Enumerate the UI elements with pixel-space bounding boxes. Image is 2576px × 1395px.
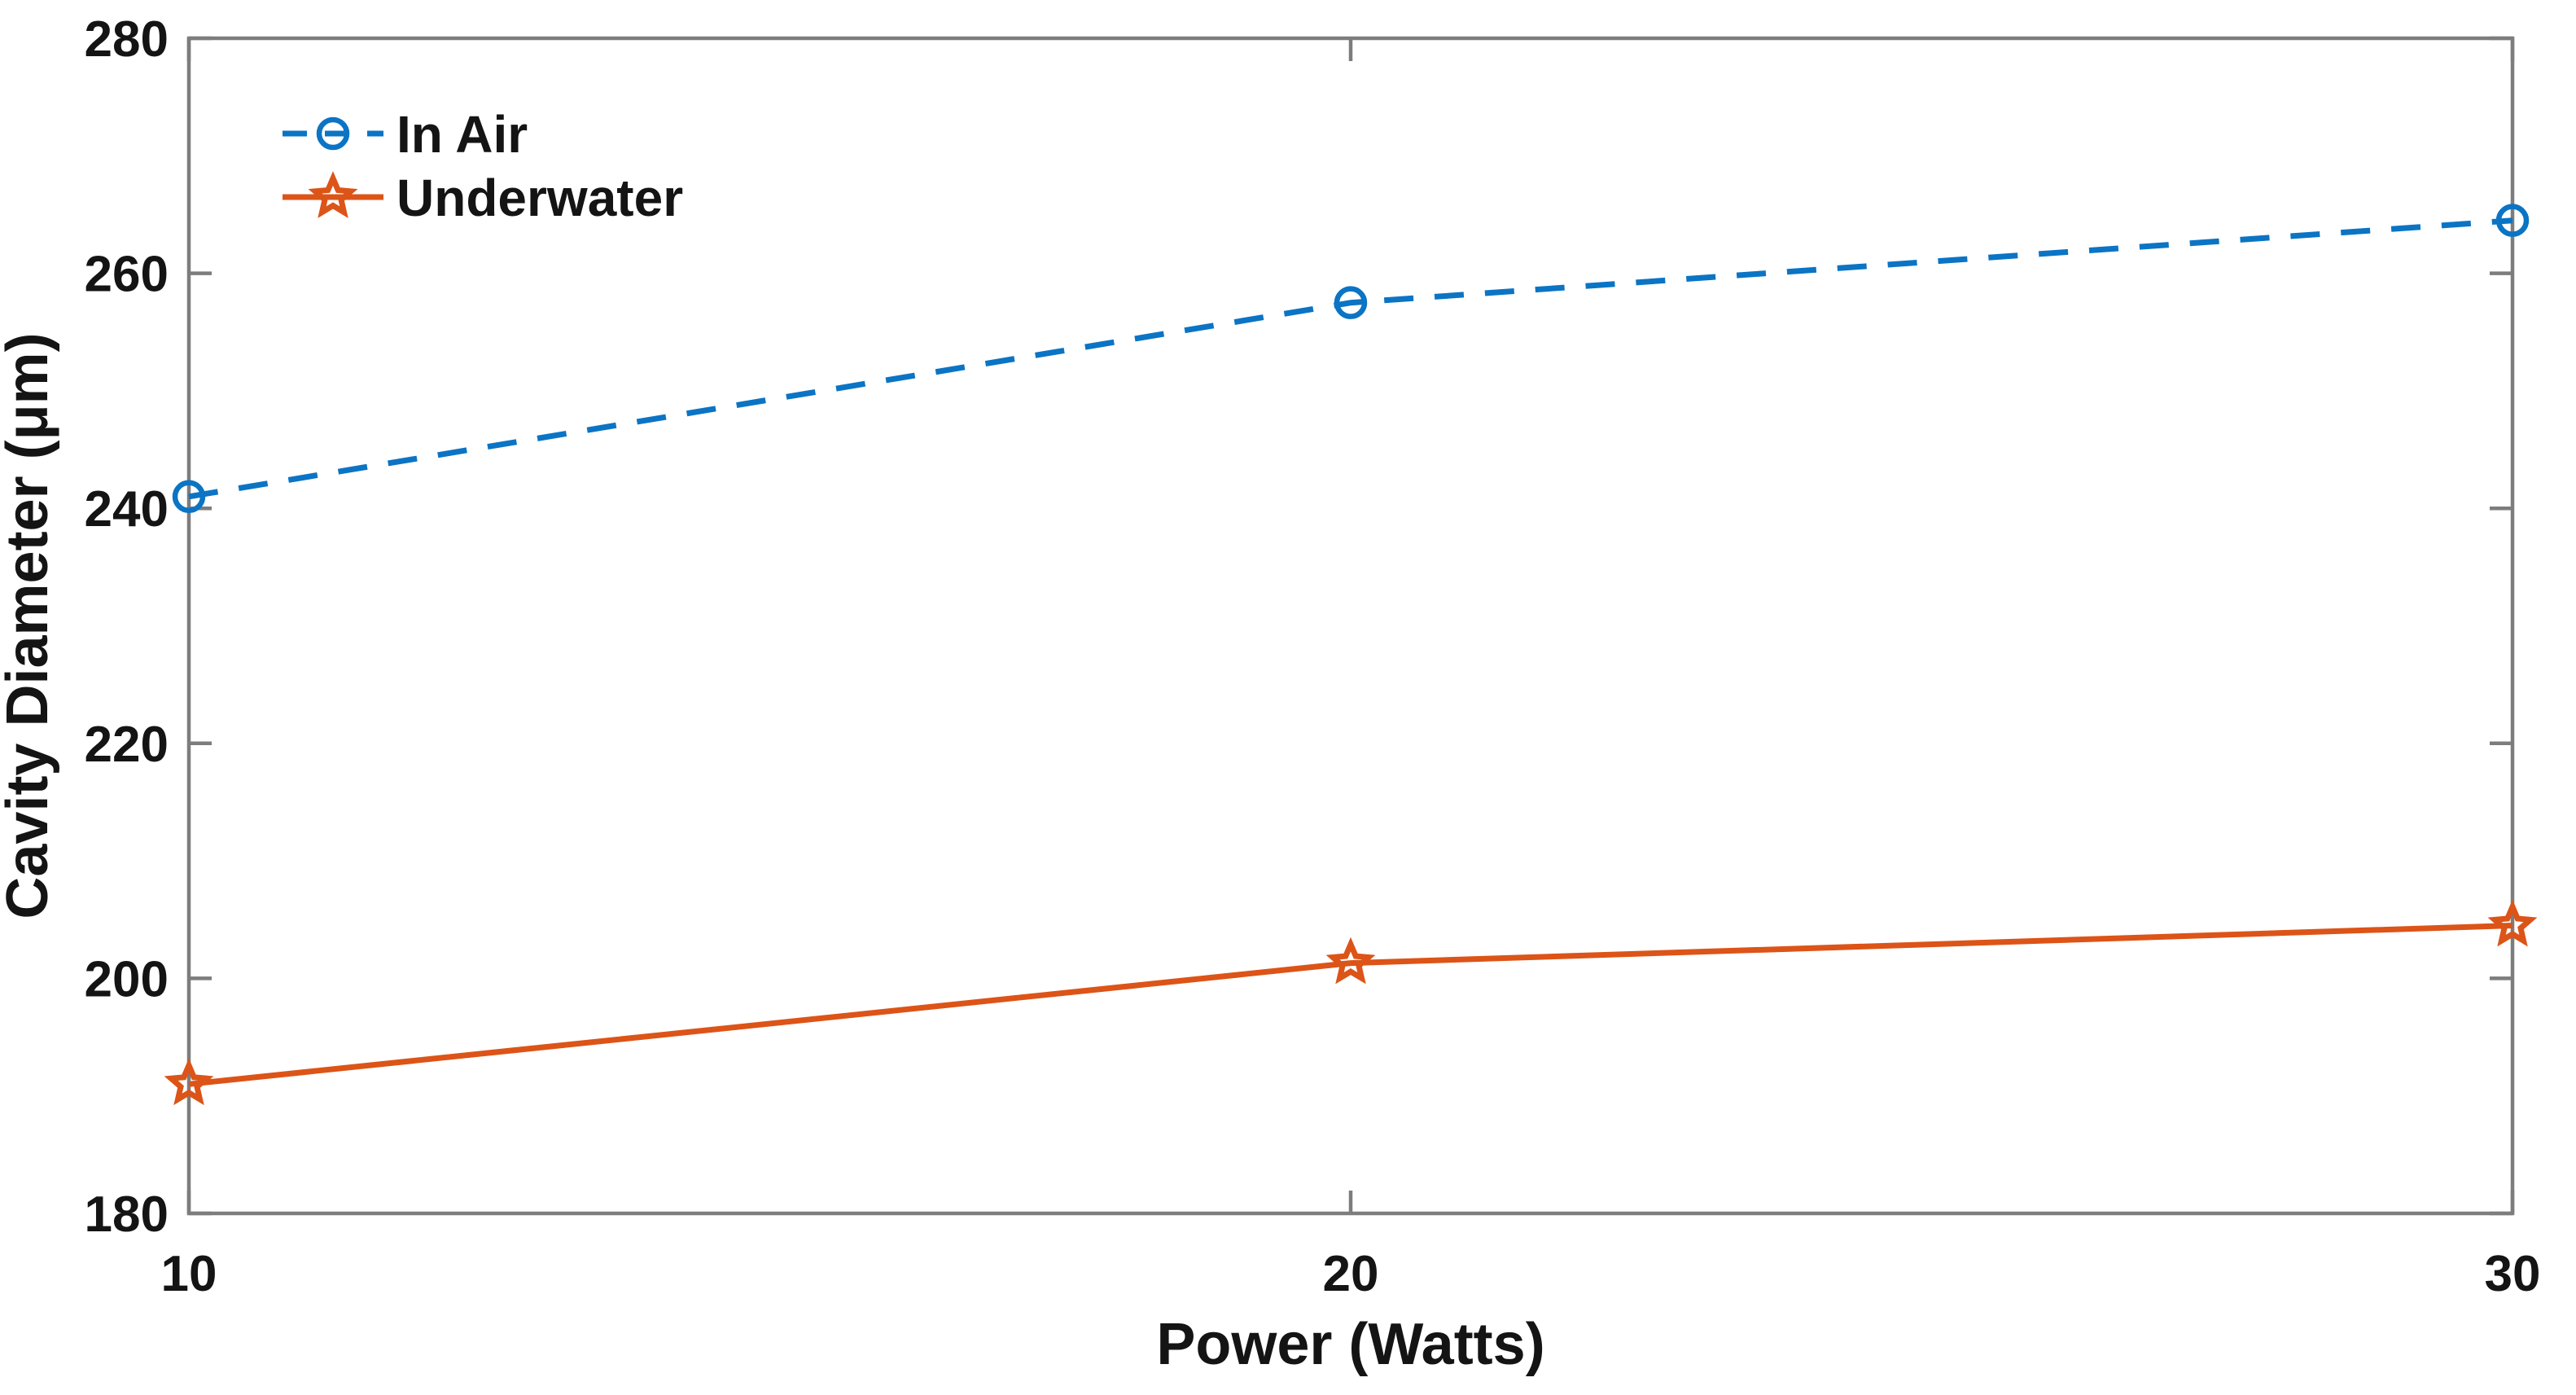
x-tick-label: 30 <box>2485 1246 2541 1302</box>
series-line <box>188 217 2513 500</box>
data-point-marker-circle <box>172 480 206 514</box>
data-point-marker-circle <box>1334 286 1368 319</box>
y-tick-label: 200 <box>85 951 169 1007</box>
legend-label: Underwater <box>396 169 683 227</box>
y-axis-title: Cavity Diameter (μm) <box>0 332 60 919</box>
y-tick-label: 240 <box>85 481 169 537</box>
legend-marker-circle-icon <box>316 116 350 151</box>
data-point-marker-pentagram <box>2487 899 2538 947</box>
y-tick-label: 180 <box>85 1187 169 1243</box>
legend-item-underwater: Underwater <box>283 169 683 227</box>
series-in-air <box>172 204 2530 514</box>
x-tick-label: 10 <box>161 1246 217 1302</box>
series-underwater <box>164 899 2538 1106</box>
legend-label: In Air <box>396 105 528 164</box>
y-tick-label: 220 <box>85 717 169 773</box>
x-axis-title: Power (Watts) <box>1156 1312 1544 1377</box>
legend-marker-pentagram-icon <box>308 171 358 218</box>
data-point-marker-circle <box>2495 204 2530 237</box>
x-tick-label: 20 <box>1323 1246 1379 1302</box>
y-tick-label: 260 <box>85 247 169 303</box>
legend-item-in-air: In Air <box>283 105 528 164</box>
y-tick-label: 280 <box>85 11 169 68</box>
series-line <box>188 923 2513 1087</box>
data-point-marker-pentagram <box>1325 937 1376 985</box>
data-point-marker-pentagram <box>164 1058 214 1106</box>
